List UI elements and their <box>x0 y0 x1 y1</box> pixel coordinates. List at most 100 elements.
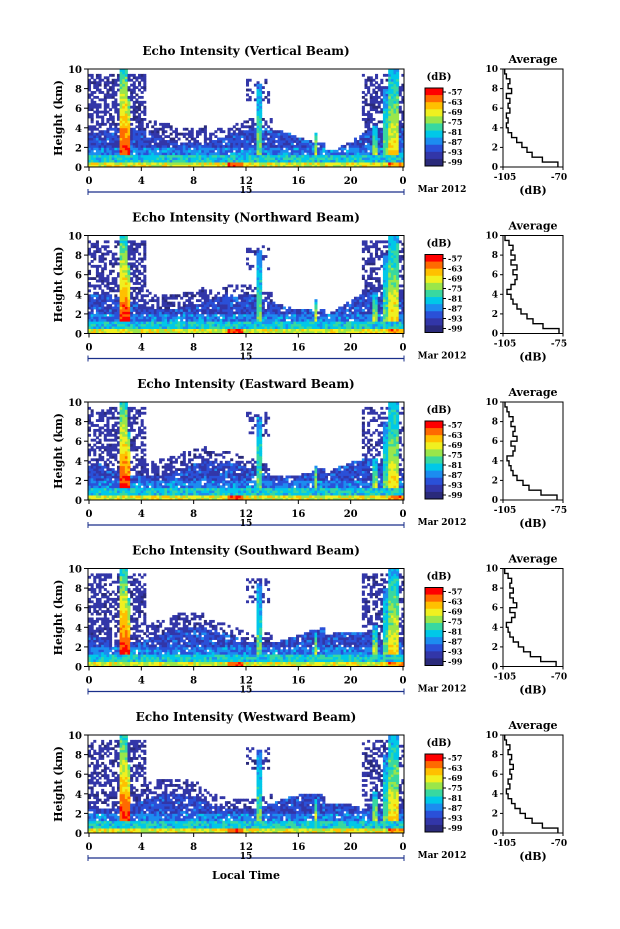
panel-3-heatmap-cell <box>98 465 102 469</box>
panel-1-heatmap-cell <box>101 110 105 114</box>
panel-1-heatmap-cell <box>135 125 139 129</box>
panel-1-heatmap-cell <box>206 152 210 156</box>
panel-1-heatmap-cell <box>122 110 126 114</box>
panel-1-heatmap-cell <box>103 162 107 165</box>
panel-2-heatmap-cell <box>401 291 405 295</box>
panel-2-heatmap-cell <box>185 309 189 312</box>
panel-3-heatmap-cell <box>109 473 113 476</box>
panel-1-heatmap-cell <box>311 159 315 163</box>
panel-1-heatmap-cell <box>109 154 113 158</box>
panel-2-heatmap-cell <box>367 277 371 280</box>
panel-2-heatmap-cell <box>388 260 392 263</box>
panel-1-heatmap-cell <box>372 122 376 126</box>
panel-2-heatmap-cell <box>222 318 226 322</box>
panel-3-heatmap-cell <box>109 438 113 442</box>
panel-2-heatmap-cell <box>348 316 352 320</box>
panel-1-heatmap-cell <box>351 147 355 151</box>
panel-2-heatmap-cell <box>151 304 155 307</box>
panel-2-heatmap-cell <box>388 272 392 276</box>
panel-1-heatmap-cell <box>269 132 273 136</box>
panel-2-heatmap-cell <box>322 318 326 322</box>
panel-2-heatmap-cell <box>361 294 365 298</box>
panel-2-heatmap-cell <box>251 331 255 334</box>
panel-2-heatmap-cell <box>195 311 199 315</box>
panel-2-heatmap-cell <box>232 328 236 332</box>
panel-1-heatmap-cell <box>119 110 123 114</box>
panel-2-heatmap-cell <box>111 311 115 315</box>
panel-1-heatmap-cell <box>111 86 115 89</box>
panel-1-heatmap-cell <box>282 159 286 163</box>
panel-2-heatmap-cell <box>122 237 126 241</box>
panel-1-heatmap-cell <box>314 149 318 153</box>
panel-1-heatmap-cell <box>232 152 236 156</box>
panel-2-heatmap-cell <box>346 316 350 320</box>
panel-1-heatmap-cell <box>90 154 94 158</box>
panel-2-heatmap-cell <box>182 301 186 305</box>
panel-3-heatmap-cell <box>95 470 99 474</box>
panel-1-heatmap-cell <box>103 98 107 102</box>
panel-3-heatmap-cell <box>103 482 107 486</box>
panel-2-heatmap-cell <box>377 282 381 285</box>
panel-2-heatmap-cell <box>119 294 123 298</box>
panel-2-heatmap-cell <box>351 321 355 325</box>
panel-1-heatmap-cell <box>198 162 202 165</box>
panel-3-heatmap-cell <box>103 414 107 418</box>
panel-1-heatmap-cell <box>127 118 131 121</box>
panel-1-heatmap-cell <box>248 135 252 138</box>
panel-2-heatmap-cell <box>132 296 136 300</box>
panel-1-heatmap-cell <box>214 164 218 168</box>
panel-2-heatmap-cell <box>385 250 389 254</box>
panel-1-heatmap-cell <box>346 164 350 168</box>
panel-2-heatmap-cell <box>222 323 226 327</box>
panel-3-heatmap-cell <box>90 473 94 476</box>
panel-1-heatmap-cell <box>98 152 102 156</box>
panel-2-heatmap-cell <box>398 260 402 263</box>
panel-2-heatmap-cell <box>135 291 139 295</box>
panel-1-heatmap-cell <box>401 132 405 136</box>
panel-3-heatmap-cell <box>93 495 97 498</box>
panel-2-heatmap-cell <box>111 289 115 293</box>
panel-2-heatmap-cell <box>401 301 405 305</box>
panel-1-heatmap-cell <box>95 159 99 163</box>
panel-1-heatmap-cell <box>127 152 131 156</box>
panel-1-heatmap-cell <box>238 162 242 165</box>
panel-2-heatmap-cell <box>232 313 236 317</box>
panel-1-heatmap-cell <box>372 159 376 163</box>
panel-2-heatmap-cell <box>88 304 92 307</box>
panel-2-heatmap-cell <box>382 299 386 303</box>
panel-1-heatmap-cell <box>351 154 355 158</box>
panel-1-heatmap-cell <box>259 91 263 94</box>
panel-1-heatmap-cell <box>285 159 289 163</box>
panel-2-heatmap-cell <box>390 331 394 334</box>
panel-2-heatmap-cell <box>382 331 386 334</box>
panel-2-heatmap-cell <box>201 326 205 329</box>
panel-1-heatmap-cell <box>259 115 263 119</box>
panel-1-heatmap-cell <box>93 95 97 99</box>
panel-1-heatmap-cell <box>396 147 400 151</box>
panel-2-heatmap-cell <box>359 326 363 329</box>
panel-1-heatmap-cell <box>169 137 173 141</box>
panel-2-heatmap-cell <box>88 306 92 310</box>
panel-2-heatmap-cell <box>390 291 394 295</box>
panel-2-heatmap-cell <box>106 304 110 307</box>
panel-1-heatmap-cell <box>298 157 302 161</box>
panel-1-heatmap-cell <box>106 144 110 148</box>
panel-1-heatmap-cell <box>288 142 292 146</box>
panel-1-heatmap-cell <box>130 73 134 77</box>
panel-2-heatmap-cell <box>377 286 381 290</box>
panel-1-heatmap-cell <box>103 154 107 158</box>
panel-1-heatmap-cell <box>124 140 128 143</box>
panel-2-heatmap-cell <box>111 326 115 329</box>
panel-1-heatmap-cell <box>145 157 149 161</box>
panel-1-heatmap-cell <box>169 154 173 158</box>
panel-1-heatmap-cell <box>253 130 257 134</box>
panel-2-heatmap-cell <box>93 242 97 246</box>
panel-2-heatmap-cell <box>217 296 221 300</box>
panel-2-heatmap-cell <box>95 294 99 298</box>
panel-1-heatmap-cell <box>88 154 92 158</box>
panel-1-heatmap-cell <box>346 157 350 161</box>
panel-2-heatmap-cell <box>393 326 397 329</box>
panel-1-heatmap-cell <box>261 149 265 153</box>
panel-2-heatmap-cell <box>109 321 113 325</box>
panel-2-heatmap-cell <box>293 331 297 334</box>
